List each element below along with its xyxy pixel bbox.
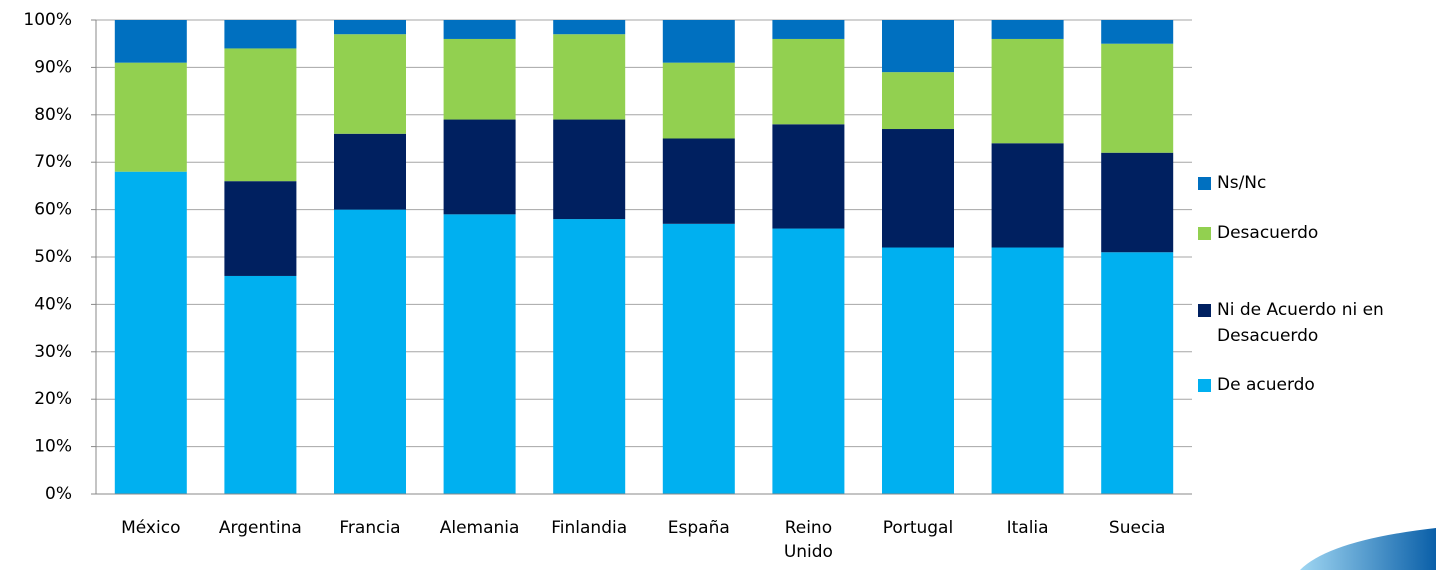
bar-segment [224, 181, 297, 276]
bar-segment [224, 275, 297, 494]
bar-segment [1101, 252, 1174, 494]
bar-segment [882, 129, 954, 248]
bar-segment [882, 20, 954, 73]
bar-segment [991, 38, 1064, 144]
x-tick-label: México [121, 518, 181, 538]
bar-segment [662, 62, 735, 139]
legend-label: Ni de Acuerdo ni en Desacuerdo [1217, 300, 1384, 346]
bar-segment [991, 20, 1064, 39]
x-tick-label: Francia [339, 518, 401, 538]
y-tick-label: 0% [45, 484, 72, 504]
bar-segment [553, 34, 626, 120]
bar-segment [662, 223, 735, 494]
bar-segment [553, 119, 626, 220]
bar-segment [772, 124, 845, 229]
y-tick-label: 20% [34, 389, 72, 409]
legend-item: De acuerdo [1198, 372, 1436, 398]
y-tick-label: 80% [34, 105, 72, 125]
y-tick-label: 10% [34, 437, 72, 457]
bar-segment [662, 20, 735, 63]
y-tick-label: 30% [34, 342, 72, 362]
bar-segment [1101, 152, 1174, 253]
bar-segment [1101, 20, 1174, 44]
bar-segment [553, 219, 626, 494]
y-tick-label: 60% [34, 200, 72, 220]
x-tick-label: Argentina [218, 518, 302, 538]
bar-segment [772, 38, 845, 125]
bar-segment [991, 143, 1064, 248]
y-tick-label: 90% [34, 57, 72, 77]
y-tick-label: 70% [34, 152, 72, 172]
bar-segment [991, 247, 1064, 494]
x-tick-label: Italia [1006, 518, 1049, 538]
bar-segment [772, 20, 845, 39]
x-tick-label: Reino Unido [783, 518, 833, 562]
bar-segment [224, 20, 297, 49]
bar-segment [334, 133, 406, 210]
bar-segment [443, 20, 516, 39]
legend-swatch [1198, 177, 1211, 190]
bar-segment [553, 20, 626, 35]
bar-segment [443, 38, 516, 120]
y-tick-label: 100% [23, 10, 72, 30]
x-tick-label: Portugal [882, 518, 954, 538]
x-tick-label: España [667, 518, 730, 538]
y-tick-label: 40% [34, 294, 72, 314]
legend-label: Desacuerdo [1217, 223, 1319, 243]
bar-segment [882, 247, 954, 494]
bar-segment [334, 20, 406, 35]
bar-segment [114, 20, 187, 63]
bar-segment [334, 209, 406, 494]
bar-segment [114, 62, 187, 172]
bar-segment [443, 214, 516, 494]
bar-segment [443, 119, 516, 215]
x-tick-label: Finlandia [551, 518, 628, 538]
legend-label: Ns/Nc [1217, 173, 1267, 193]
x-tick-label: Alemania [439, 518, 520, 538]
bar-segment [1101, 43, 1174, 153]
bar-segment [114, 171, 187, 494]
y-tick-label: 50% [34, 247, 72, 267]
x-tick-label: Suecia [1108, 518, 1166, 538]
legend-swatch [1198, 227, 1211, 240]
legend-item: Desacuerdo [1198, 220, 1436, 246]
bar-segment [334, 34, 406, 134]
legend-swatch [1198, 304, 1211, 317]
legend-item: Ni de Acuerdo ni en Desacuerdo [1198, 297, 1436, 349]
legend-item: Ns/Nc [1198, 170, 1436, 196]
bar-segment [772, 228, 845, 494]
legend-swatch [1198, 379, 1211, 392]
bar-segment [662, 138, 735, 224]
bar-segment [882, 72, 954, 130]
bar-segment [224, 48, 297, 182]
legend-label: De acuerdo [1217, 375, 1315, 395]
decoration [1300, 528, 1436, 570]
